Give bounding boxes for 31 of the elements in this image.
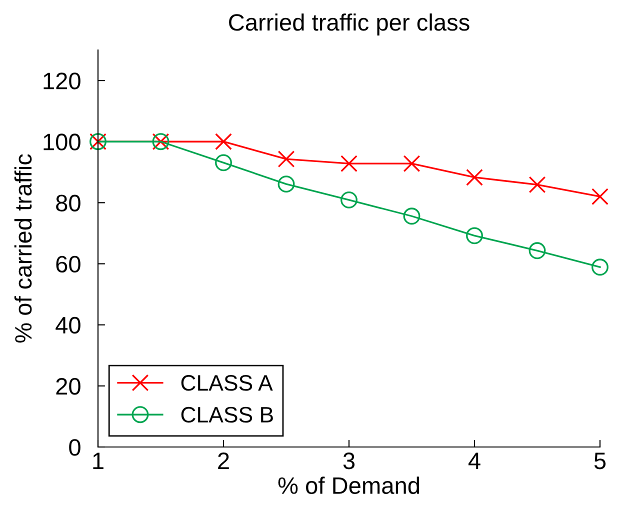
y-tick-label: 100 <box>44 134 80 150</box>
y-tick-label: 80 <box>56 194 80 212</box>
y-tick-label: 20 <box>56 378 80 395</box>
point <box>278 176 295 193</box>
legend-label: CLASS A <box>181 375 273 391</box>
legend-label: CLASS B <box>181 406 273 423</box>
chart-title: Carried traffic per class <box>229 13 470 36</box>
point <box>278 150 295 168</box>
point <box>403 155 420 172</box>
y-tick-label: 40 <box>56 316 80 334</box>
y-tick-label: 0 <box>69 439 80 456</box>
y-tick-label: 60 <box>56 256 80 273</box>
x-tick-label: 5 <box>594 452 606 470</box>
point <box>466 168 483 186</box>
point <box>592 258 608 276</box>
point <box>340 155 358 172</box>
x-tick-label: 3 <box>343 452 355 470</box>
x-tick-label: 1 <box>93 452 104 469</box>
point <box>340 191 358 208</box>
x-tick-label: 4 <box>468 452 480 469</box>
point <box>528 242 546 260</box>
point <box>215 133 232 150</box>
y-tick-label: 120 <box>44 72 80 90</box>
x-tick-label: 2 <box>218 452 229 469</box>
y-axis-title: % of carried traffic <box>14 154 32 343</box>
x-axis-title: % of Demand <box>278 476 420 494</box>
point <box>403 208 420 225</box>
point <box>592 188 608 206</box>
point <box>466 227 483 244</box>
point <box>215 154 232 172</box>
point <box>528 176 546 194</box>
